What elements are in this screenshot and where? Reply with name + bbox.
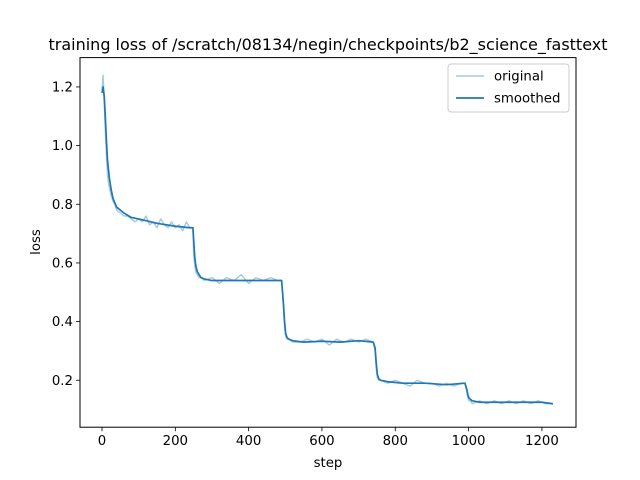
x-tick-label: 600 [309,434,334,449]
x-axis: 0 200 400 600 800 1000 1200 [98,427,559,449]
y-tick-label: 0.6 [52,256,73,271]
x-tick-label: 800 [383,434,408,449]
y-tick-label: 0.2 [52,374,73,389]
legend-label-smoothed: smoothed [494,92,560,107]
x-tick-label: 1200 [525,434,559,449]
x-tick-label: 1000 [452,434,486,449]
x-tick-label: 0 [98,434,106,449]
chart-title: training loss of /scratch/08134/negin/ch… [48,35,607,55]
x-tick-label: 200 [163,434,188,449]
plot-area [80,57,576,428]
y-tick-label: 0.4 [52,315,73,330]
legend: original smoothed [447,63,570,113]
y-axis: 0.2 0.4 0.6 0.8 1.0 1.2 [52,80,80,389]
series-line-smoothed [101,86,554,405]
legend-label-original: original [494,70,544,85]
y-tick-label: 1.0 [52,139,73,154]
y-tick-label: 1.2 [52,80,73,95]
x-tick-label: 400 [236,434,261,449]
y-tick-label: 0.8 [52,198,73,213]
y-axis-label: loss [29,229,44,255]
x-axis-label: step [314,456,343,471]
plot-frame [79,57,577,428]
series-layer [101,74,554,405]
